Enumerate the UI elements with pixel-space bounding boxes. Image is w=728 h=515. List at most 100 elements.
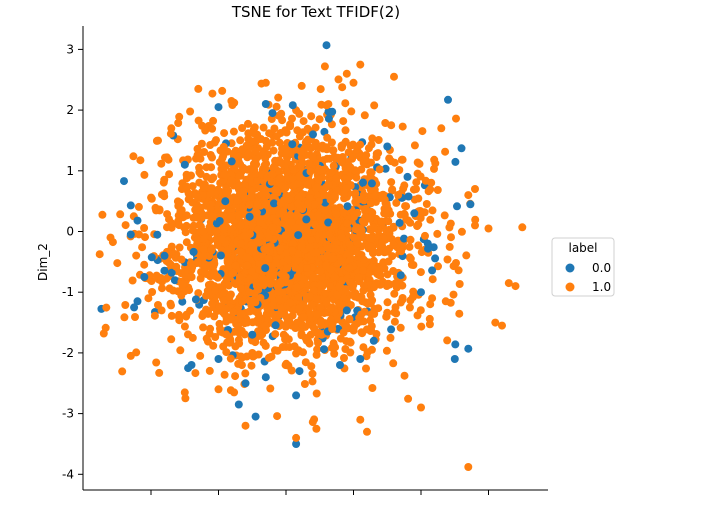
series-1-point xyxy=(182,238,191,247)
series-1-point xyxy=(395,166,404,174)
series-1-point xyxy=(196,154,205,163)
series-1-point xyxy=(314,211,323,220)
series-1-point xyxy=(260,244,269,253)
series-1-point xyxy=(391,303,400,312)
series-1-point xyxy=(212,136,220,145)
series-1-point xyxy=(428,206,437,215)
series-1-point xyxy=(218,154,227,163)
series-0-point xyxy=(251,412,260,421)
series-1-point xyxy=(279,271,288,280)
series-1-point xyxy=(304,159,313,168)
series-0-point xyxy=(369,336,378,345)
series-1-point xyxy=(255,313,264,322)
series-1-point xyxy=(327,138,336,147)
series-1-point xyxy=(186,107,195,116)
series-1-point xyxy=(195,163,204,172)
series-1-point xyxy=(418,127,427,136)
series-1-point xyxy=(208,153,216,162)
series-1-point xyxy=(154,301,162,309)
series-1-point xyxy=(283,318,292,327)
series-1-point xyxy=(283,255,292,264)
series-1-point xyxy=(188,226,197,235)
series-1-point xyxy=(366,199,375,208)
series-1-point xyxy=(176,346,185,355)
series-1-point xyxy=(340,174,349,183)
series-1-point xyxy=(300,380,309,388)
series-1-point xyxy=(202,163,211,172)
series-1-point xyxy=(231,372,240,381)
series-1-point xyxy=(208,124,217,133)
series-0-point xyxy=(271,321,280,330)
series-0-point xyxy=(221,197,230,206)
series-0-point xyxy=(453,202,461,211)
series-1-point xyxy=(269,163,278,172)
series-1-point xyxy=(305,292,314,301)
series-1-point xyxy=(387,178,396,187)
series-1-point xyxy=(176,198,184,207)
series-1-point xyxy=(247,192,255,201)
series-1-point xyxy=(227,139,236,148)
series-0-point xyxy=(320,345,328,354)
series-1-point xyxy=(192,204,201,213)
series-1-point xyxy=(245,297,254,305)
series-1-point xyxy=(282,128,291,137)
series-1-point xyxy=(511,282,520,291)
series-1-point xyxy=(367,234,376,243)
series-0-point xyxy=(178,297,187,306)
series-0-point xyxy=(214,355,223,363)
series-1-point xyxy=(241,318,250,327)
series-0-point xyxy=(457,144,466,153)
series-0-point xyxy=(423,239,432,248)
series-1-point xyxy=(299,313,308,322)
series-1-point xyxy=(462,251,471,260)
series-1-point xyxy=(297,242,306,251)
series-1-point xyxy=(304,337,313,346)
series-1-point xyxy=(210,259,219,268)
series-1-point xyxy=(196,170,205,178)
series-1-point xyxy=(382,209,390,218)
series-1-point xyxy=(294,172,303,181)
series-0-point xyxy=(400,234,408,243)
series-1-point xyxy=(206,189,215,198)
y-ticks: -4 -3 -2 -1 0 1 2 3 xyxy=(62,42,83,481)
series-1-point xyxy=(353,145,362,154)
series-0-point xyxy=(147,253,156,262)
series-1-point xyxy=(288,311,297,320)
series-1-point xyxy=(332,209,341,218)
series-1-point xyxy=(498,321,506,330)
series-1-point xyxy=(313,345,322,354)
series-1-point xyxy=(225,292,234,301)
series-1-point xyxy=(214,185,222,194)
series-1-point xyxy=(255,260,263,268)
series-1-point xyxy=(256,218,265,227)
series-1-point xyxy=(366,242,375,251)
series-1-point xyxy=(294,199,303,208)
series-1-point xyxy=(359,266,367,275)
series-1-point xyxy=(245,200,254,209)
series-1-point xyxy=(261,200,270,209)
series-1-point xyxy=(464,463,473,471)
series-1-point xyxy=(341,137,350,146)
series-1-point xyxy=(342,69,351,78)
series-1-point xyxy=(291,324,300,332)
series-1-point xyxy=(351,225,360,234)
series-1-point xyxy=(317,321,326,329)
series-1-point xyxy=(226,354,235,363)
series-1-point xyxy=(297,81,306,90)
series-1-point xyxy=(374,136,383,144)
series-1-point xyxy=(269,310,278,319)
series-1-point xyxy=(457,227,466,236)
series-1-point xyxy=(294,273,303,282)
series-1-point xyxy=(421,231,429,240)
series-1-point xyxy=(106,233,115,242)
series-1-point xyxy=(342,285,351,294)
series-1-point xyxy=(333,291,342,300)
series-1-point xyxy=(238,124,247,132)
series-1-point xyxy=(341,99,350,108)
series-1-point xyxy=(392,198,401,207)
series-1-point xyxy=(193,236,202,245)
series-1-point xyxy=(182,312,191,321)
series-1-point xyxy=(230,388,239,397)
series-1-point xyxy=(440,211,449,220)
series-1-point xyxy=(194,289,203,298)
